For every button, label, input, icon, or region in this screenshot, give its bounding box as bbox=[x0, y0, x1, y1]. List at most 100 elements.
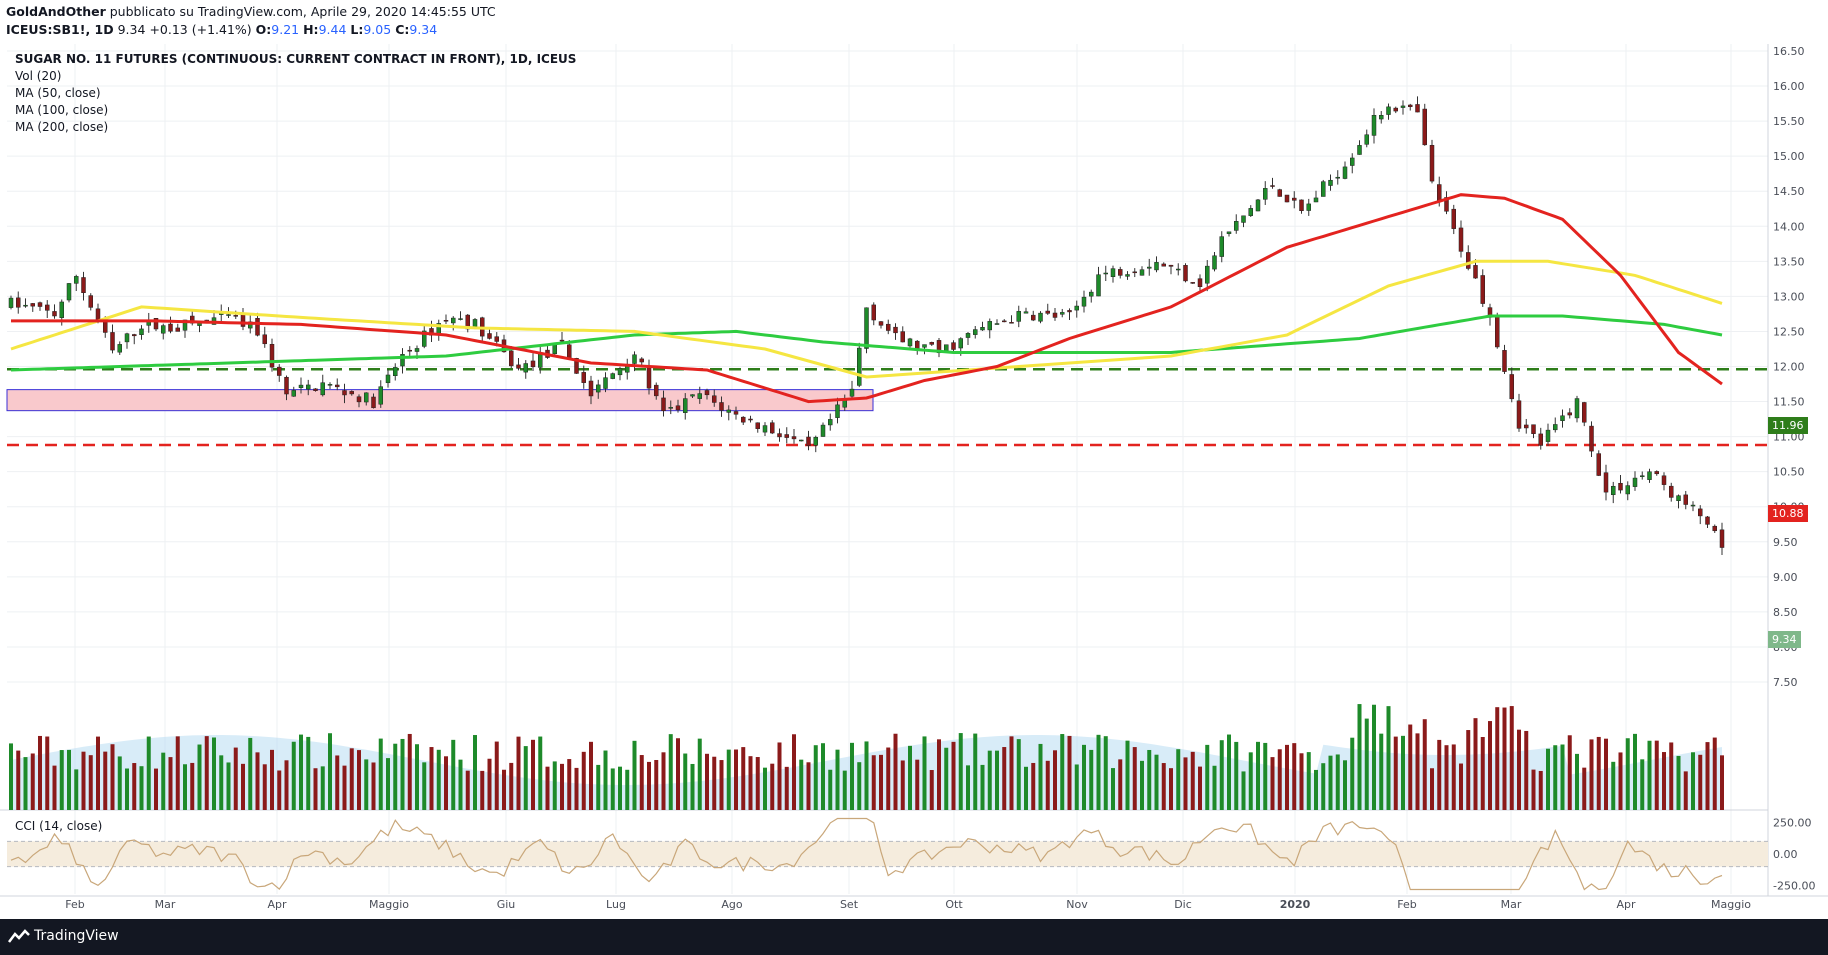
candle-body[interactable] bbox=[907, 338, 913, 347]
candle-body[interactable] bbox=[1190, 282, 1195, 284]
candle-body[interactable] bbox=[1074, 305, 1079, 311]
candle-body[interactable] bbox=[958, 338, 963, 349]
support-zone[interactable] bbox=[6, 389, 874, 412]
candle-body[interactable] bbox=[1321, 181, 1326, 197]
candle-body[interactable] bbox=[74, 276, 79, 284]
candle-body[interactable] bbox=[1161, 263, 1166, 267]
candle-body[interactable] bbox=[1596, 453, 1601, 476]
candle-body[interactable] bbox=[567, 344, 572, 359]
candle-body[interactable] bbox=[690, 394, 695, 397]
candle-body[interactable] bbox=[306, 384, 311, 390]
candle-body[interactable] bbox=[1719, 529, 1725, 548]
candle-body[interactable] bbox=[1118, 269, 1123, 276]
candle-body[interactable] bbox=[1669, 485, 1674, 498]
candle-body[interactable] bbox=[1212, 255, 1217, 270]
candle-body[interactable] bbox=[1226, 231, 1232, 234]
candle-body[interactable] bbox=[516, 364, 521, 369]
candle-body[interactable] bbox=[1342, 166, 1348, 179]
candle-body[interactable] bbox=[1335, 176, 1340, 179]
candle-body[interactable] bbox=[487, 333, 492, 339]
candle-body[interactable] bbox=[820, 424, 826, 437]
candle-body[interactable] bbox=[1625, 485, 1630, 495]
candle-body[interactable] bbox=[443, 320, 449, 322]
candle-body[interactable] bbox=[175, 327, 180, 332]
candle-body[interactable] bbox=[52, 311, 57, 317]
candle-body[interactable] bbox=[1081, 296, 1087, 307]
candle-body[interactable] bbox=[66, 283, 72, 301]
candle-body[interactable] bbox=[451, 317, 456, 324]
candle-body[interactable] bbox=[1110, 268, 1116, 277]
candle-body[interactable] bbox=[364, 392, 369, 403]
candle-body[interactable] bbox=[1400, 105, 1406, 108]
legend-ma200[interactable]: MA (200, close) bbox=[15, 120, 109, 134]
candle-body[interactable] bbox=[828, 419, 833, 426]
candle-body[interactable] bbox=[335, 384, 340, 388]
candle-body[interactable] bbox=[1176, 268, 1181, 271]
candle-body[interactable] bbox=[1038, 312, 1043, 322]
candle-body[interactable] bbox=[835, 404, 840, 418]
candle-body[interactable] bbox=[784, 434, 789, 438]
candle-body[interactable] bbox=[1676, 495, 1681, 501]
candle-body[interactable] bbox=[45, 304, 50, 311]
candle-body[interactable] bbox=[523, 363, 528, 373]
candle-body[interactable] bbox=[327, 384, 333, 386]
tradingview-logo-icon[interactable] bbox=[8, 928, 30, 946]
candle-body[interactable] bbox=[1538, 433, 1543, 446]
candle-body[interactable] bbox=[1009, 322, 1014, 324]
candle-body[interactable] bbox=[1661, 475, 1667, 485]
candle-body[interactable] bbox=[581, 372, 586, 383]
candle-body[interactable] bbox=[987, 321, 992, 331]
candle-body[interactable] bbox=[226, 314, 231, 316]
candle-body[interactable] bbox=[965, 333, 971, 338]
candle-body[interactable] bbox=[799, 439, 804, 442]
candle-body[interactable] bbox=[1444, 197, 1449, 212]
candle-body[interactable] bbox=[1197, 278, 1203, 287]
candle-body[interactable] bbox=[538, 352, 543, 368]
candle-body[interactable] bbox=[1393, 107, 1398, 112]
candle-body[interactable] bbox=[922, 344, 927, 348]
ma50-line[interactable] bbox=[11, 193, 1723, 404]
candle-body[interactable] bbox=[1096, 274, 1101, 297]
candle-body[interactable] bbox=[1386, 106, 1391, 115]
candle-body[interactable] bbox=[574, 358, 579, 374]
candle-body[interactable] bbox=[530, 360, 536, 368]
candle-body[interactable] bbox=[712, 395, 717, 403]
candle-body[interactable] bbox=[1168, 264, 1174, 267]
candle-body[interactable] bbox=[1654, 471, 1659, 475]
candle-body[interactable] bbox=[1422, 108, 1427, 146]
candle-body[interactable] bbox=[886, 323, 891, 331]
candle-body[interactable] bbox=[639, 358, 644, 363]
candle-body[interactable] bbox=[900, 331, 905, 343]
candle-body[interactable] bbox=[1509, 374, 1514, 400]
candle-body[interactable] bbox=[378, 386, 383, 405]
candle-body[interactable] bbox=[298, 384, 304, 388]
symbol-label[interactable]: ICEUS:SB1!, 1D bbox=[6, 22, 114, 37]
candle-body[interactable] bbox=[1567, 412, 1572, 416]
price-axis[interactable] bbox=[1768, 44, 1828, 919]
candle-body[interactable] bbox=[1241, 215, 1246, 223]
candle-body[interactable] bbox=[1067, 310, 1072, 313]
candle-body[interactable] bbox=[414, 348, 420, 352]
candle-body[interactable] bbox=[1292, 197, 1297, 201]
candle-body[interactable] bbox=[1408, 104, 1413, 107]
candle-body[interactable] bbox=[1031, 314, 1036, 321]
candle-body[interactable] bbox=[1589, 425, 1594, 452]
candle-body[interactable] bbox=[400, 354, 405, 367]
candle-body[interactable] bbox=[748, 418, 753, 421]
candle-body[interactable] bbox=[588, 380, 594, 397]
legend-vol[interactable]: Vol (20) bbox=[15, 69, 62, 83]
candle-body[interactable] bbox=[472, 319, 478, 328]
candle-body[interactable] bbox=[117, 344, 122, 353]
candle-body[interactable] bbox=[153, 318, 159, 330]
candle-body[interactable] bbox=[1350, 157, 1355, 166]
candle-body[interactable] bbox=[1690, 504, 1696, 507]
tradingview-brand[interactable]: TradingView bbox=[34, 928, 119, 944]
candle-body[interactable] bbox=[8, 297, 14, 308]
candle-body[interactable] bbox=[132, 334, 137, 337]
candle-body[interactable] bbox=[1640, 475, 1645, 477]
candle-body[interactable] bbox=[944, 344, 949, 352]
candle-body[interactable] bbox=[1632, 477, 1638, 487]
candle-body[interactable] bbox=[1611, 485, 1616, 496]
candle-body[interactable] bbox=[1248, 208, 1253, 216]
candle-body[interactable] bbox=[1219, 236, 1224, 257]
